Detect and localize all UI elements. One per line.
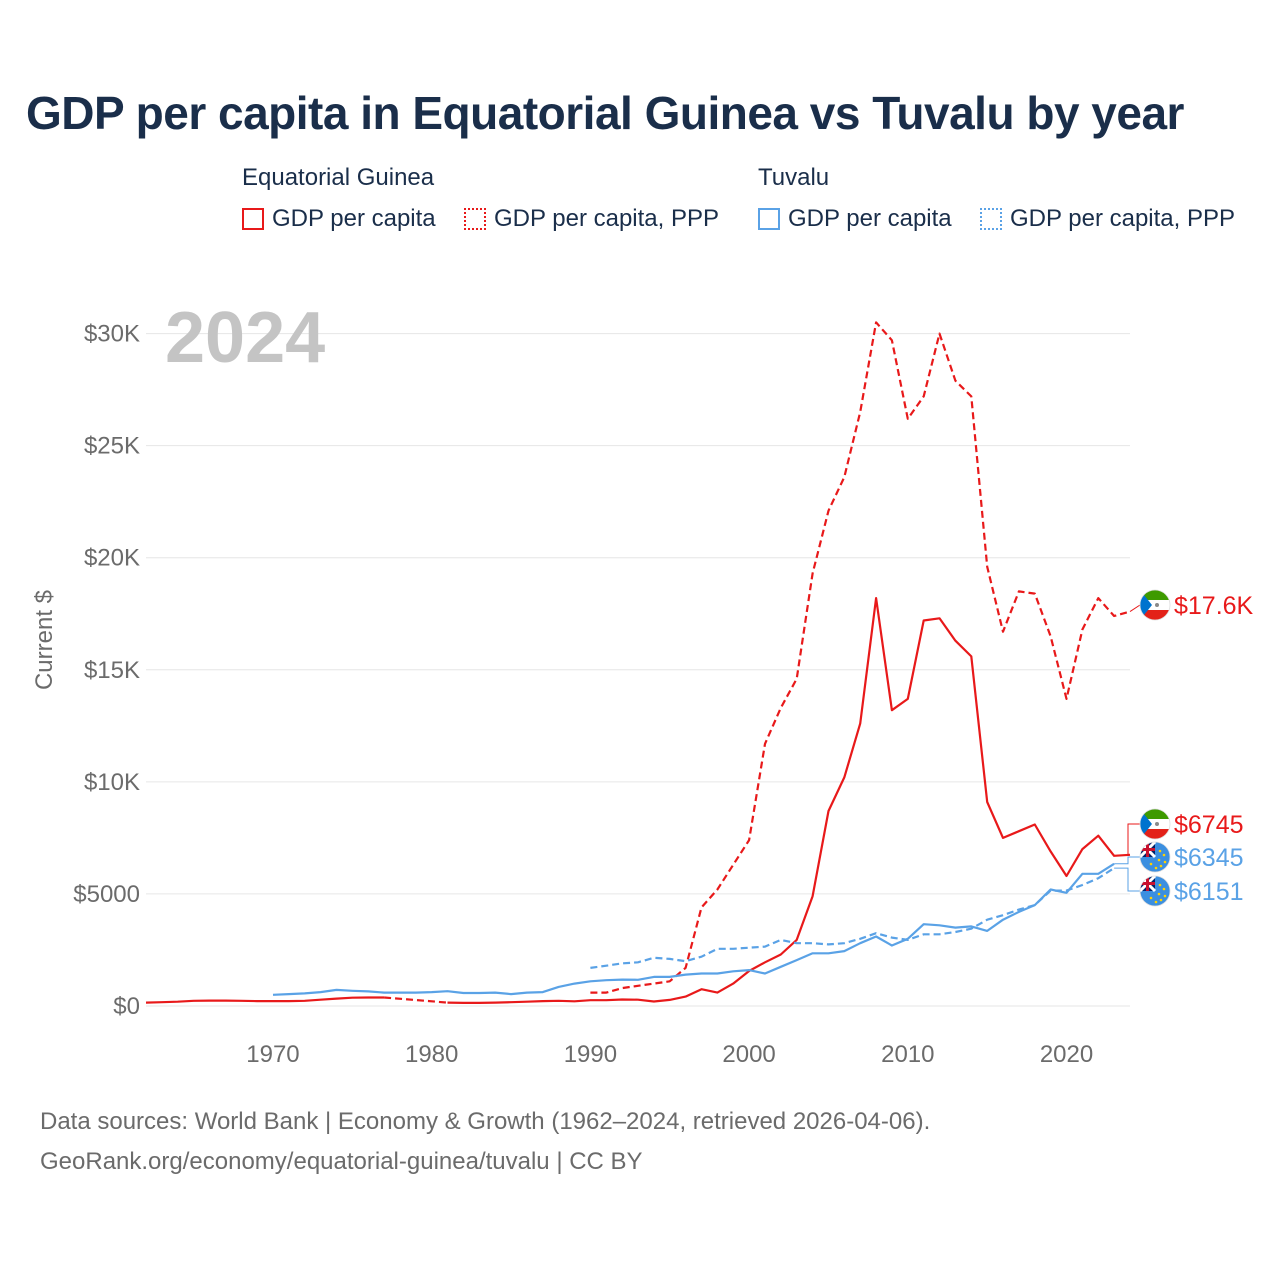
equatorial-guinea-flag [1139,589,1171,621]
y-axis-ticks: $0 $5000 $10K $15K $20K $25K $30K [73,321,140,1020]
legend-group-equatorial-guinea: Equatorial Guinea [242,164,435,191]
label-connector [1114,867,1140,892]
end-label-value: $17.6K [1174,592,1254,620]
legend-item-tv-gdp-ppp[interactable]: GDP per capita, PPP [980,205,1235,233]
legend-item-eq-gdp[interactable]: GDP per capita [242,205,436,233]
footer-sources: Data sources: World Bank | Economy & Gro… [40,1108,931,1135]
series-line [272,862,1115,996]
series-line [590,867,1115,969]
end-label: $6151 [1114,867,1244,907]
y-tick-label: $15K [84,657,140,684]
end-label-value: $6345 [1174,844,1244,872]
label-connector [1129,604,1141,612]
end-label: $6345 [1114,841,1244,873]
footer-link[interactable]: GeoRank.org/economy/equatorial-guinea/tu… [40,1148,643,1175]
legend-swatch-solid-blue [758,208,780,230]
legend-item-tv-gdp[interactable]: GDP per capita [758,205,952,233]
chart-title: GDP per capita in Equatorial Guinea vs T… [26,87,1184,139]
series-lines [145,321,1131,1004]
legend-item-eq-gdp-ppp[interactable]: GDP per capita, PPP [464,205,719,233]
y-tick-label: $5000 [73,881,140,908]
y-tick-label: $10K [84,769,140,796]
end-label-value: $6151 [1174,878,1244,906]
end-label: $17.6K [1129,589,1254,621]
legend-label: GDP per capita [788,205,952,232]
x-tick-label: 2020 [1040,1041,1093,1068]
x-tick-label: 2000 [722,1041,775,1068]
legend-swatch-dotted-blue [980,208,1002,230]
x-tick-label: 1990 [564,1041,617,1068]
end-labels: $17.6K $6745 $6345 $6151 [1114,589,1254,907]
tuvalu-flag [1139,875,1171,907]
label-connector [1114,856,1140,865]
end-label-value: $6745 [1174,811,1244,839]
y-axis-label: Current $ [31,590,58,690]
label-connector [1127,823,1140,856]
x-axis-ticks: 1970 1980 1990 2000 2010 2020 [246,1041,1093,1068]
x-tick-label: 2010 [881,1041,934,1068]
y-tick-label: $20K [84,545,140,572]
equatorial-guinea-flag [1139,808,1171,840]
series-line [145,996,385,1004]
series-line [590,321,1131,994]
legend-swatch-solid-red [242,208,264,230]
y-tick-label: $25K [84,433,140,460]
x-tick-label: 1970 [246,1041,299,1068]
legend-label: GDP per capita, PPP [494,205,719,232]
legend-group-tuvalu: Tuvalu [758,164,830,191]
series-line [384,996,448,1004]
year-label: 2024 [165,298,325,378]
end-label: $6745 [1127,808,1244,856]
y-tick-label: $0 [113,993,140,1020]
legend-label: GDP per capita [272,205,436,232]
y-tick-label: $30K [84,321,140,348]
x-tick-label: 1980 [405,1041,458,1068]
tuvalu-flag [1139,841,1171,873]
gridlines [146,333,1130,1007]
legend-label: GDP per capita, PPP [1010,205,1235,232]
legend-swatch-dotted-red [464,208,486,230]
series-line [447,597,1131,1004]
